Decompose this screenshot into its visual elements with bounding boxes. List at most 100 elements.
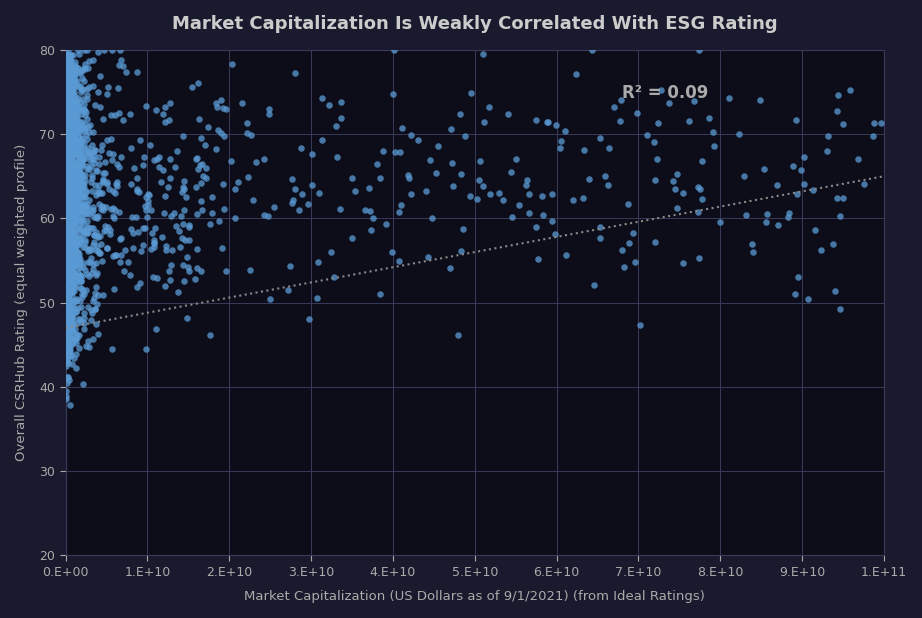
Point bbox=[62, 145, 77, 155]
Point bbox=[621, 239, 636, 248]
Point bbox=[600, 180, 615, 190]
Point bbox=[662, 98, 677, 108]
Point bbox=[62, 78, 77, 88]
Point bbox=[64, 87, 78, 97]
Point bbox=[65, 195, 79, 205]
Point bbox=[174, 233, 189, 243]
Point bbox=[509, 154, 524, 164]
Point bbox=[84, 308, 99, 318]
Point bbox=[69, 277, 84, 287]
Point bbox=[63, 208, 77, 218]
Point bbox=[79, 204, 94, 214]
Point bbox=[59, 161, 74, 171]
Point bbox=[65, 198, 79, 208]
Point bbox=[62, 92, 77, 102]
Point bbox=[294, 143, 309, 153]
Point bbox=[59, 80, 74, 90]
Point bbox=[797, 179, 811, 188]
Point bbox=[630, 109, 644, 119]
Point bbox=[69, 167, 84, 177]
Point bbox=[61, 123, 76, 133]
Point bbox=[68, 193, 83, 203]
Point bbox=[77, 45, 91, 55]
Point bbox=[209, 98, 224, 108]
Point bbox=[64, 172, 78, 182]
Point bbox=[81, 127, 96, 137]
Point bbox=[786, 161, 800, 171]
Point bbox=[495, 195, 510, 205]
Point bbox=[65, 202, 80, 212]
Point bbox=[68, 142, 83, 151]
Point bbox=[66, 81, 81, 91]
Point bbox=[59, 186, 74, 196]
Point bbox=[60, 85, 75, 95]
Point bbox=[59, 47, 74, 57]
Point bbox=[64, 143, 78, 153]
Point bbox=[78, 285, 93, 295]
Point bbox=[63, 156, 77, 166]
Point bbox=[141, 190, 156, 200]
Point bbox=[63, 116, 77, 126]
Point bbox=[501, 109, 515, 119]
Point bbox=[90, 329, 105, 339]
Point bbox=[64, 143, 78, 153]
Point bbox=[833, 305, 847, 315]
Point bbox=[72, 145, 87, 155]
Point bbox=[60, 210, 75, 219]
Point bbox=[68, 334, 83, 344]
Point bbox=[60, 179, 75, 189]
Point bbox=[62, 240, 77, 250]
Point bbox=[62, 133, 77, 143]
Point bbox=[133, 278, 148, 288]
Point bbox=[59, 62, 74, 72]
Point bbox=[58, 255, 73, 265]
Point bbox=[61, 252, 76, 262]
Point bbox=[65, 214, 79, 224]
Point bbox=[74, 172, 89, 182]
Point bbox=[61, 56, 76, 66]
Point bbox=[173, 211, 188, 221]
Point bbox=[59, 225, 74, 235]
Point bbox=[64, 233, 78, 243]
Point bbox=[75, 169, 89, 179]
Point bbox=[59, 133, 74, 143]
Point bbox=[60, 284, 75, 294]
Point bbox=[179, 192, 194, 201]
Point bbox=[63, 207, 77, 217]
Point bbox=[205, 208, 219, 218]
X-axis label: Market Capitalization (US Dollars as of 9/1/2021) (from Ideal Ratings): Market Capitalization (US Dollars as of … bbox=[244, 590, 705, 603]
Point bbox=[64, 251, 78, 261]
Point bbox=[62, 286, 77, 296]
Point bbox=[62, 149, 77, 159]
Point bbox=[59, 113, 74, 123]
Point bbox=[216, 132, 230, 142]
Point bbox=[61, 210, 76, 220]
Point bbox=[75, 161, 89, 171]
Point bbox=[62, 194, 77, 204]
Point bbox=[138, 205, 153, 215]
Point bbox=[70, 163, 85, 173]
Point bbox=[214, 95, 229, 105]
Point bbox=[559, 250, 573, 260]
Point bbox=[85, 185, 100, 195]
Point bbox=[58, 270, 73, 280]
Point bbox=[62, 126, 77, 136]
Point bbox=[694, 156, 709, 166]
Point bbox=[92, 103, 107, 112]
Point bbox=[71, 101, 86, 111]
Point bbox=[62, 130, 77, 140]
Point bbox=[66, 76, 81, 86]
Point bbox=[75, 143, 89, 153]
Point bbox=[63, 158, 77, 167]
Point bbox=[63, 78, 77, 88]
Point bbox=[65, 211, 79, 221]
Point bbox=[69, 138, 84, 148]
Point bbox=[64, 238, 78, 248]
Point bbox=[66, 248, 81, 258]
Point bbox=[65, 208, 79, 218]
Point bbox=[65, 263, 80, 273]
Point bbox=[77, 138, 91, 148]
Point bbox=[64, 314, 78, 324]
Point bbox=[59, 99, 74, 109]
Point bbox=[83, 258, 98, 268]
